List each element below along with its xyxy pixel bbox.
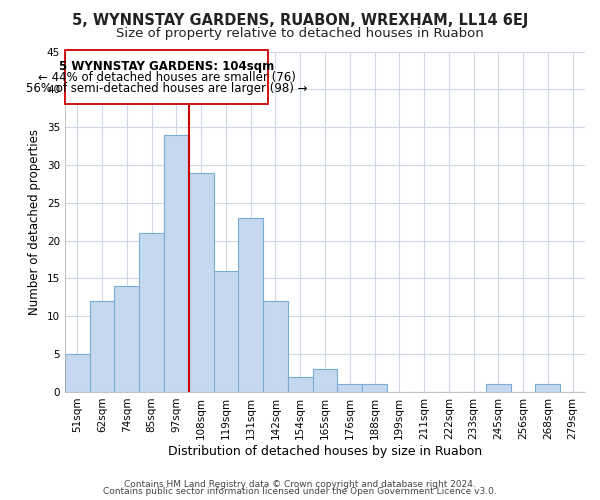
Text: ← 44% of detached houses are smaller (76): ← 44% of detached houses are smaller (76… [38,70,295,84]
Bar [65,50,268,104]
Bar [139,233,164,392]
Text: Size of property relative to detached houses in Ruabon: Size of property relative to detached ho… [116,28,484,40]
Bar [214,271,238,392]
Bar [115,286,139,392]
Bar [65,354,90,392]
Text: 5 WYNNSTAY GARDENS: 104sqm: 5 WYNNSTAY GARDENS: 104sqm [59,60,274,73]
Text: 56% of semi-detached houses are larger (98) →: 56% of semi-detached houses are larger (… [26,82,307,94]
Bar [90,301,115,392]
Bar [164,134,189,392]
Bar [263,301,288,392]
Bar [486,384,511,392]
Bar [238,218,263,392]
X-axis label: Distribution of detached houses by size in Ruabon: Distribution of detached houses by size … [168,444,482,458]
Bar [288,377,313,392]
Text: Contains public sector information licensed under the Open Government Licence v3: Contains public sector information licen… [103,487,497,496]
Text: Contains HM Land Registry data © Crown copyright and database right 2024.: Contains HM Land Registry data © Crown c… [124,480,476,489]
Bar [337,384,362,392]
Bar [313,370,337,392]
Bar [189,172,214,392]
Text: 5, WYNNSTAY GARDENS, RUABON, WREXHAM, LL14 6EJ: 5, WYNNSTAY GARDENS, RUABON, WREXHAM, LL… [72,12,528,28]
Bar [535,384,560,392]
Bar [362,384,387,392]
Y-axis label: Number of detached properties: Number of detached properties [28,128,41,314]
